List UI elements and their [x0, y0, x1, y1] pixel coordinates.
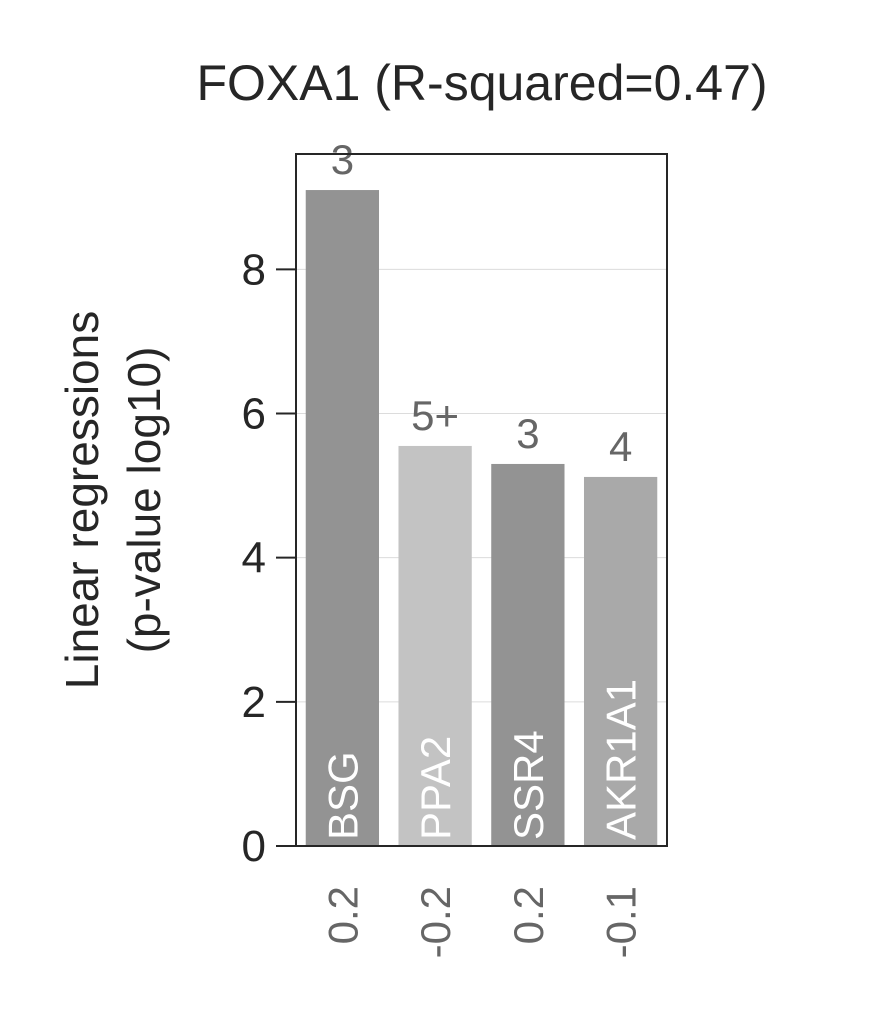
- bar-top-label: 3: [516, 410, 539, 457]
- x-tick-label: 0.2: [505, 886, 552, 944]
- plot-frame: [295, 153, 668, 847]
- bar-labels: 3 BSG 0.2 5+ PPA2 -0.2 3 SSR4 0.2 4 AKR1A1 -0.1: [319, 136, 644, 958]
- x-tick-label: 0.2: [319, 886, 366, 944]
- bar-ppa2: [398, 445, 472, 846]
- chart-title: FOXA1 (R-squared=0.47): [196, 55, 767, 111]
- y-axis-label-line-2: (p-value log10): [118, 347, 170, 654]
- bar-category-label: PPA2: [412, 736, 459, 840]
- x-tick-label: -0.2: [412, 886, 459, 958]
- y-tick-label: 6: [242, 390, 266, 439]
- y-tick-label: 8: [242, 245, 266, 294]
- bar-category-label: AKR1A1: [598, 679, 645, 840]
- y-tick-label: 4: [242, 534, 266, 583]
- bar-category-label: BSG: [319, 751, 366, 840]
- bar-top-label: 5+: [411, 392, 459, 439]
- bar-top-label: 4: [609, 423, 632, 470]
- bar-category-label: SSR4: [505, 730, 552, 840]
- y-axis-label: Linear regressions (p-value log10): [56, 311, 170, 689]
- y-tick-label: 2: [242, 678, 266, 727]
- bars: [305, 190, 658, 846]
- bar-top-label: 3: [331, 136, 354, 183]
- y-axis-label-line-1: Linear regressions: [56, 311, 108, 689]
- bar-akr1a1: [583, 476, 658, 846]
- bar-bsg: [305, 190, 380, 846]
- x-tick-label: -0.1: [598, 886, 645, 958]
- bar-ssr4: [491, 463, 565, 846]
- y-axis-ticks: 0 2 4 6 8: [242, 245, 296, 871]
- y-tick-label: 0: [242, 822, 266, 871]
